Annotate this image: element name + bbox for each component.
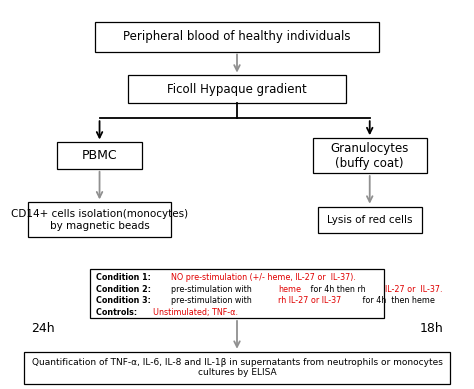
Text: heme: heme <box>278 285 301 294</box>
Text: 24h: 24h <box>31 322 55 335</box>
Bar <box>313 138 427 173</box>
Text: pre-stimulation with: pre-stimulation with <box>171 285 254 294</box>
Text: CD14+ cells isolation(monocytes)
by magnetic beads: CD14+ cells isolation(monocytes) by magn… <box>11 209 188 231</box>
Text: 18h: 18h <box>419 322 443 335</box>
Text: Unstimulated; TNF-α.: Unstimulated; TNF-α. <box>153 308 238 317</box>
Text: Condition 3:: Condition 3: <box>96 296 154 305</box>
Text: rh IL-27 or IL-37: rh IL-27 or IL-37 <box>278 296 341 305</box>
Text: IL-27 or  IL-37.: IL-27 or IL-37. <box>385 285 443 294</box>
Text: Lysis of red cells: Lysis of red cells <box>327 215 412 225</box>
Text: pre-stimulation with: pre-stimulation with <box>171 296 254 305</box>
Text: Controls:: Controls: <box>96 308 140 317</box>
Text: Quantification of TNF-α, IL-6, IL-8 and IL-1β in supernatants from neutrophils o: Quantification of TNF-α, IL-6, IL-8 and … <box>32 358 442 377</box>
Text: Condition 1:: Condition 1: <box>96 273 154 282</box>
Text: Peripheral blood of healthy individuals: Peripheral blood of healthy individuals <box>123 30 351 44</box>
Text: PBMC: PBMC <box>82 149 118 162</box>
Bar <box>128 75 346 103</box>
Bar <box>57 142 142 169</box>
Bar <box>28 202 171 237</box>
Text: NO pre-stimulation (+/- heme, IL-27 or  IL-37).: NO pre-stimulation (+/- heme, IL-27 or I… <box>171 273 356 282</box>
Text: for 4h then rh: for 4h then rh <box>308 285 368 294</box>
Text: Condition 2:: Condition 2: <box>96 285 154 294</box>
Text: Ficoll Hypaque gradient: Ficoll Hypaque gradient <box>167 83 307 96</box>
Bar <box>95 22 379 51</box>
Text: Granulocytes
(buffy coat): Granulocytes (buffy coat) <box>330 142 409 170</box>
Bar <box>318 207 422 233</box>
Bar <box>90 270 384 318</box>
Text: for 4h  then heme: for 4h then heme <box>360 296 435 305</box>
Bar <box>24 352 450 384</box>
